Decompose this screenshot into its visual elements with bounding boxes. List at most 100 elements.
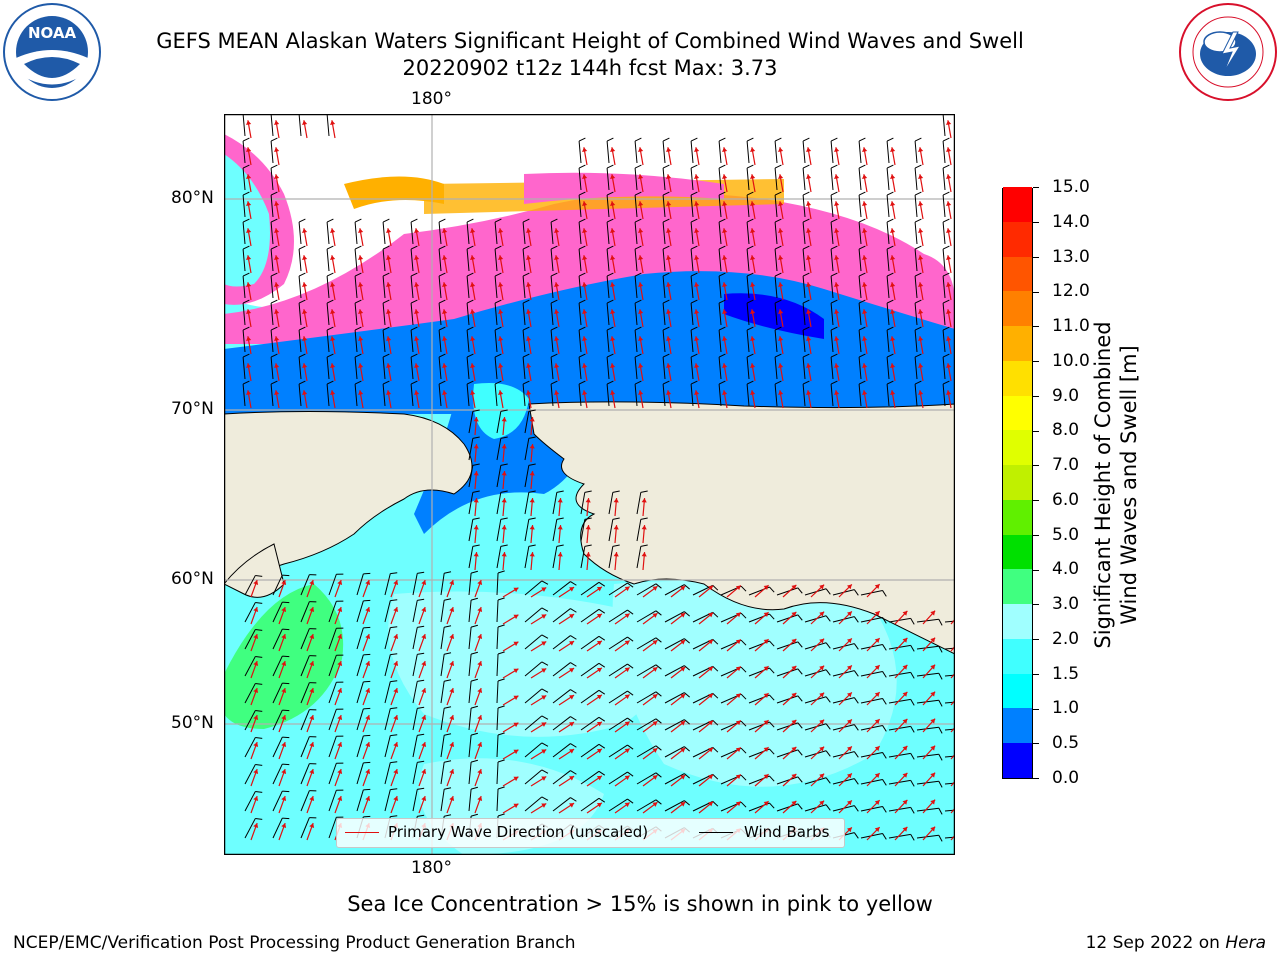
wind-barb-flag bbox=[598, 770, 606, 776]
wind-barb-flag bbox=[606, 353, 614, 358]
wind-barb-flag bbox=[769, 802, 775, 809]
wave-arrow-head bbox=[477, 769, 483, 774]
wind-barb bbox=[550, 303, 554, 326]
wind-barb-flag bbox=[769, 613, 775, 620]
wind-barb bbox=[858, 276, 862, 299]
wind-barb bbox=[662, 168, 666, 191]
wind-barb bbox=[440, 600, 445, 623]
wave-arrow-head bbox=[582, 255, 588, 260]
wind-barb-flag bbox=[718, 353, 726, 358]
wind-barb bbox=[888, 644, 911, 650]
wave-arrow-head bbox=[557, 552, 563, 557]
colorbar-tick-mark bbox=[1033, 187, 1039, 189]
wave-arrow-head bbox=[302, 120, 308, 125]
wave-arrow-head bbox=[253, 742, 259, 747]
wave-arrow-head bbox=[473, 525, 479, 530]
wave-arrow-head bbox=[791, 800, 797, 806]
wind-barb bbox=[466, 330, 470, 353]
wave-arrow-head bbox=[708, 639, 714, 645]
wave-arrow-head bbox=[638, 309, 644, 314]
wind-barb bbox=[830, 222, 834, 245]
wind-barb-flag bbox=[606, 299, 614, 304]
wave-arrow-head bbox=[513, 668, 519, 674]
wind-barb-flag bbox=[938, 699, 943, 707]
wind-barb-flag bbox=[444, 679, 452, 682]
wave-arrow-head bbox=[694, 147, 700, 152]
wave-arrow-head bbox=[763, 747, 769, 752]
wind-barb bbox=[328, 574, 337, 596]
wave-arrow-head bbox=[477, 607, 483, 612]
wave-arrow-head bbox=[819, 746, 825, 752]
wind-barb bbox=[440, 789, 445, 812]
wind-barb-flag bbox=[886, 164, 894, 169]
wave-arrow-head bbox=[946, 120, 952, 125]
wind-barb bbox=[440, 762, 445, 785]
wind-barb-flag bbox=[500, 409, 508, 412]
wind-barb bbox=[272, 682, 283, 704]
wind-barb bbox=[244, 710, 256, 731]
wind-barb bbox=[300, 655, 310, 677]
wind-barb bbox=[328, 763, 337, 785]
wind-barb bbox=[382, 384, 386, 407]
wave-arrow-head bbox=[529, 471, 535, 476]
wind-barb bbox=[944, 674, 955, 677]
wind-barb bbox=[412, 573, 418, 596]
wave-arrow-head bbox=[309, 607, 315, 612]
wave-arrow-head bbox=[918, 309, 924, 314]
wind-barb bbox=[244, 791, 256, 812]
wind-barb bbox=[438, 222, 442, 245]
wave-arrow-head bbox=[624, 586, 630, 592]
wave-arrow-head bbox=[763, 585, 769, 590]
wind-barb bbox=[916, 807, 939, 812]
wave-arrow-head bbox=[541, 668, 547, 673]
wind-barb bbox=[608, 636, 628, 650]
wave-arrow-head bbox=[569, 695, 575, 700]
wind-barb bbox=[298, 114, 302, 137]
wind-barb-flag bbox=[830, 299, 838, 304]
wind-barb bbox=[298, 357, 302, 380]
wind-barb-flag bbox=[410, 218, 418, 223]
wind-barb bbox=[580, 492, 586, 515]
wave-arrow-head bbox=[281, 580, 287, 585]
wind-barb bbox=[774, 141, 778, 164]
wind-barb bbox=[608, 663, 628, 677]
wind-barb bbox=[916, 834, 939, 839]
wind-barb-flag bbox=[712, 585, 719, 591]
wave-arrow-head bbox=[414, 282, 420, 287]
wind-barb bbox=[384, 600, 391, 623]
wave-arrow-head bbox=[680, 694, 686, 699]
wind-barb-flag bbox=[830, 164, 838, 169]
wind-barb-flag bbox=[830, 272, 838, 277]
wind-barb bbox=[804, 615, 827, 623]
wave-arrow-head bbox=[750, 255, 756, 260]
wind-barb-flag bbox=[853, 670, 859, 677]
wind-barb bbox=[606, 384, 610, 407]
wind-barb bbox=[384, 735, 391, 758]
wind-barb bbox=[914, 195, 918, 218]
wind-barb-flag bbox=[417, 625, 425, 628]
barb-legend-label: Wind Barbs bbox=[744, 823, 830, 841]
wave-arrow-head bbox=[638, 174, 644, 179]
wave-arrow-head bbox=[946, 390, 952, 395]
wave-arrow-head bbox=[498, 390, 504, 395]
wind-barb-flag bbox=[769, 640, 775, 647]
wave-arrow-head bbox=[442, 363, 448, 368]
wind-barb-flag bbox=[470, 813, 478, 817]
wind-barb bbox=[468, 492, 474, 515]
wind-barb-flag bbox=[494, 380, 502, 385]
wave-arrow-head bbox=[890, 174, 896, 179]
wave-arrow-head bbox=[862, 390, 868, 395]
wind-barb-flag bbox=[282, 601, 290, 604]
wind-barb-flag bbox=[655, 664, 662, 670]
wave-arrow-head bbox=[541, 722, 547, 727]
wind-barb bbox=[242, 384, 246, 407]
wind-barb-flag bbox=[914, 191, 922, 196]
wind-barb-flag bbox=[270, 137, 278, 142]
wind-barb-flag bbox=[825, 615, 831, 622]
wave-arrow bbox=[950, 726, 955, 733]
wind-barb bbox=[244, 683, 256, 704]
wind-barb bbox=[328, 790, 337, 812]
wind-barb-flag bbox=[634, 137, 642, 142]
wave-arrow-head bbox=[624, 721, 630, 727]
wind-barb bbox=[466, 222, 470, 245]
